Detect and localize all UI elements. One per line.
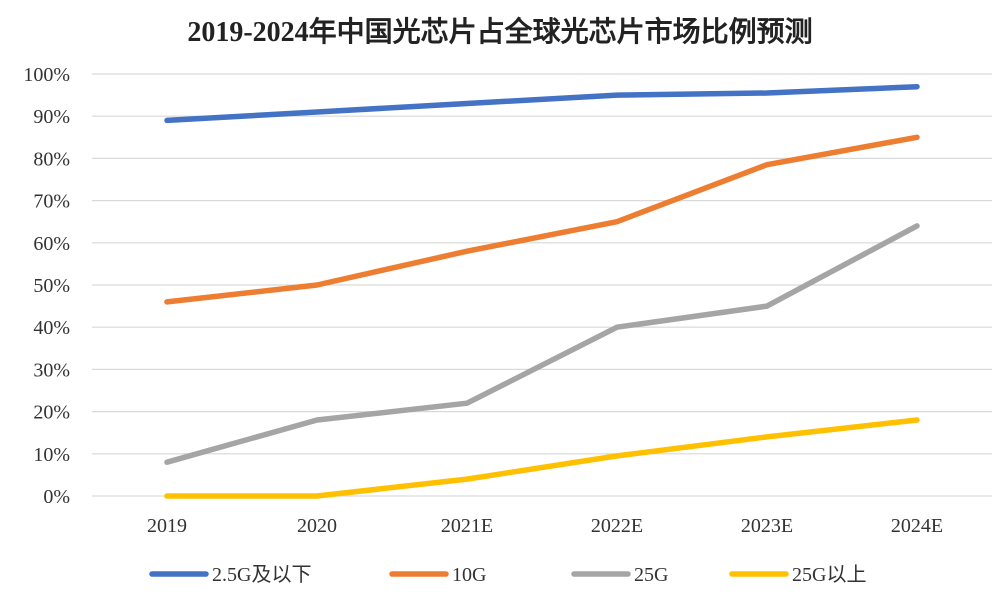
y-tick-label: 40% — [33, 317, 70, 339]
series-line — [164, 134, 920, 305]
legend-label: 25G — [634, 564, 668, 586]
series-line — [164, 417, 920, 499]
y-tick-label: 0% — [43, 486, 70, 508]
x-tick-label: 2019 — [147, 515, 187, 537]
series-lines — [164, 83, 920, 499]
y-tick-label: 80% — [33, 148, 70, 170]
gridlines — [92, 73, 992, 497]
y-tick-label: 10% — [33, 444, 70, 466]
legend-label: 10G — [452, 564, 486, 586]
x-axis-tick-labels: 2019 2020 2021E 2022E 2023E 2024E — [147, 515, 943, 537]
y-tick-label: 70% — [33, 191, 70, 213]
y-tick-label: 60% — [33, 233, 70, 255]
y-tick-label: 30% — [33, 359, 70, 381]
x-tick-label: 2024E — [891, 515, 943, 537]
y-tick-label: 50% — [33, 275, 70, 297]
x-tick-label: 2022E — [591, 515, 643, 537]
y-tick-label: 90% — [33, 106, 70, 128]
y-tick-label: 100% — [23, 64, 70, 86]
legend-label: 25G以上 — [792, 563, 866, 586]
x-tick-label: 2023E — [741, 515, 793, 537]
legend-label: 2.5G及以下 — [212, 564, 311, 586]
x-tick-label: 2021E — [441, 515, 493, 537]
legend: 2.5G及以下 10G 25G 25G以上 — [149, 563, 866, 586]
series-line — [164, 223, 920, 465]
y-tick-label: 20% — [33, 402, 70, 424]
series-line — [164, 83, 920, 124]
x-tick-label: 2020 — [297, 515, 337, 537]
chart-title: 2019-2024年中国光芯片占全球光芯片市场比例预测 — [187, 17, 813, 48]
y-axis-tick-labels: 0% 10% 20% 30% 40% 50% 60% 70% 80% 90% 100% — [23, 64, 70, 508]
